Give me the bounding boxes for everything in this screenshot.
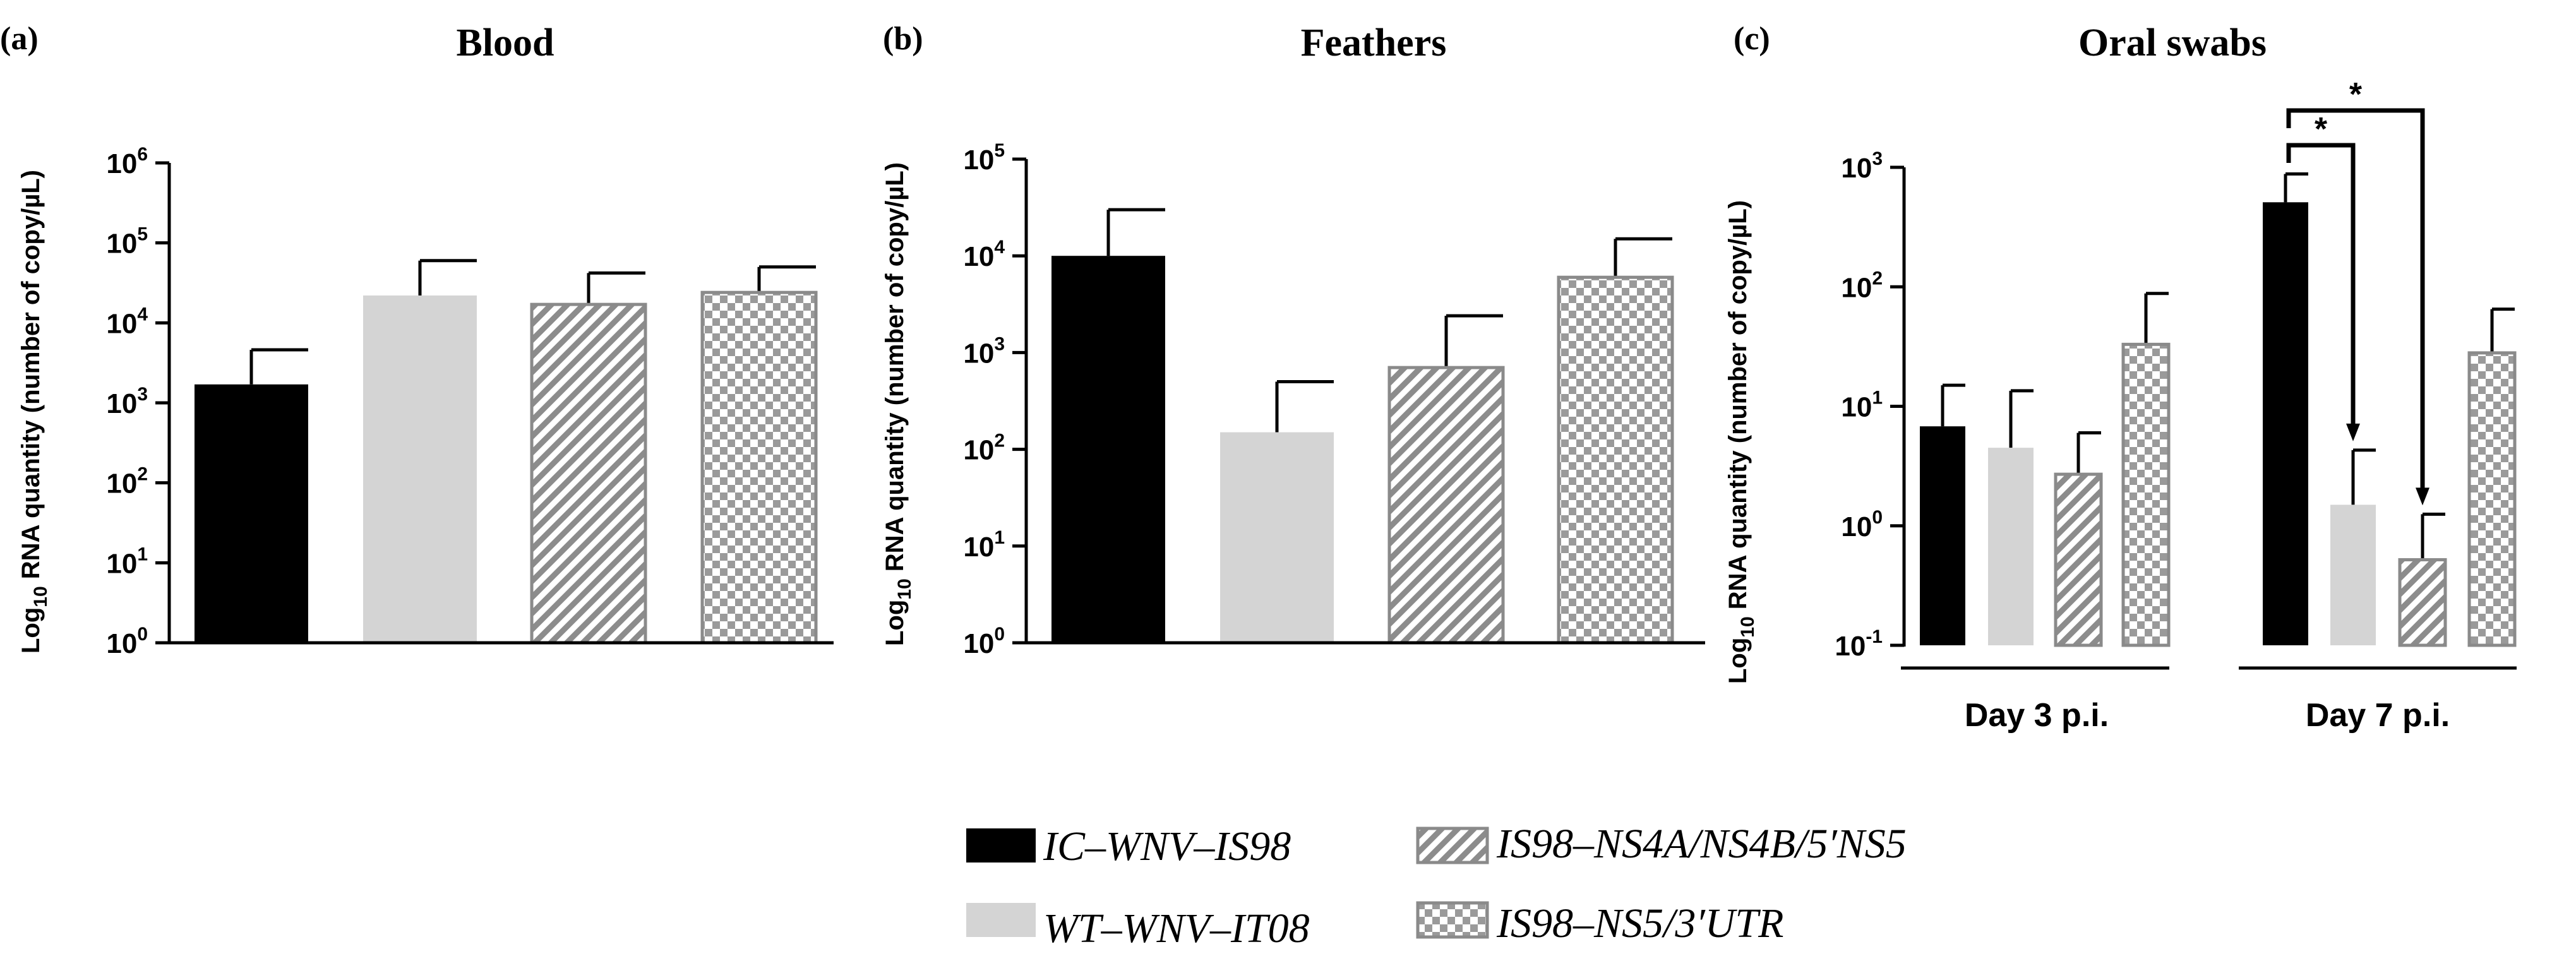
bar xyxy=(1920,426,1965,645)
bar xyxy=(1220,432,1334,643)
y-axis-ticks: 100 101 102 103 104 105 106 xyxy=(106,144,169,659)
legend-item: IS98–NS5/3′UTR xyxy=(1416,900,1783,946)
y-tick-label: 100 xyxy=(963,624,1005,659)
y-tick-label: 104 xyxy=(106,304,148,339)
panel-oral-swabs: (c) Oral swabs Log10 RNA quantity (numbe… xyxy=(1724,21,2517,734)
legend-label: IS98–NS4A/NS4B/5′NS5 xyxy=(1496,821,1907,867)
y-tick-label: 102 xyxy=(963,431,1005,466)
panel-feathers: (b) Feathers Log10 RNA quantity (number … xyxy=(881,21,1705,659)
legend-item: IC–WNV–IS98 xyxy=(966,823,1291,869)
significance-arrow xyxy=(2346,423,2360,441)
bar xyxy=(363,295,477,643)
panel-letter: (c) xyxy=(1734,21,1770,57)
panel-letter: (a) xyxy=(0,21,39,57)
bar xyxy=(1557,275,1674,645)
legend-item: IS98–NS4A/NS4B/5′NS5 xyxy=(1416,821,1907,867)
y-tick-label: 104 xyxy=(963,237,1005,272)
legend-swatch xyxy=(1416,827,1489,864)
legend-swatch xyxy=(1416,901,1489,939)
y-tick-label: 10-1 xyxy=(1835,626,1883,662)
legend-label: IC–WNV–IS98 xyxy=(1043,823,1291,869)
legend-label: WT–WNV–IT08 xyxy=(1043,905,1310,952)
y-tick-label: 103 xyxy=(106,384,148,419)
bar xyxy=(2398,558,2447,647)
bar xyxy=(1051,256,1165,643)
y-tick-label: 102 xyxy=(106,464,148,499)
bar xyxy=(530,302,647,645)
panel-title: Blood xyxy=(456,21,554,64)
bars xyxy=(1051,208,1674,645)
significance-bracket xyxy=(2286,143,2356,434)
y-tick-label: 100 xyxy=(106,624,148,659)
group-label: Day 7 p.i. xyxy=(2306,697,2450,734)
bar xyxy=(2263,202,2308,645)
panel-letter: (b) xyxy=(883,21,923,57)
bar xyxy=(195,384,308,643)
y-tick-label: 101 xyxy=(1841,388,1883,423)
significance-arrow xyxy=(2416,487,2429,506)
significance-brackets: ** xyxy=(2286,76,2429,506)
y-tick-label: 103 xyxy=(1841,148,1883,184)
y-tick-label: 105 xyxy=(963,140,1005,176)
y-tick-label: 106 xyxy=(106,144,148,179)
y-tick-label: 102 xyxy=(1841,268,1883,303)
bar xyxy=(2121,342,2171,647)
y-axis-label: Log10 RNA quantity (number of copy/µL) xyxy=(17,170,51,654)
y-axis-label: Log10 RNA quantity (number of copy/µL) xyxy=(1724,200,1758,684)
bars xyxy=(195,259,818,645)
group-label: Day 3 p.i. xyxy=(1965,697,2109,734)
bar xyxy=(2467,351,2517,647)
bar xyxy=(1387,366,1505,645)
bar xyxy=(2054,472,2103,647)
legend-swatch xyxy=(966,828,1036,863)
y-tick-label: 105 xyxy=(106,224,148,260)
y-tick-label: 101 xyxy=(963,527,1005,563)
significance-star: * xyxy=(2315,111,2328,148)
bar xyxy=(1988,448,2034,645)
bar xyxy=(700,290,818,645)
y-axis-label: Log10 RNA quantity (number of copy/µL) xyxy=(881,162,915,646)
legend: IC–WNV–IS98 WT–WNV–IT08 IS98–NS4A/NS4B/5… xyxy=(966,821,1907,952)
bars xyxy=(1920,172,2517,647)
y-axis-ticks: 100 101 102 103 104 105 xyxy=(963,140,1026,659)
legend-swatch xyxy=(966,903,1036,937)
y-axis-ticks: 10-1 100 101 102 103 xyxy=(1835,148,1904,662)
y-tick-label: 103 xyxy=(963,333,1005,369)
panel-title: Oral swabs xyxy=(2078,21,2267,64)
legend-label: IS98–NS5/3′UTR xyxy=(1496,900,1783,946)
panel-title: Feathers xyxy=(1301,21,1447,64)
group-labels: Day 3 p.i. Day 7 p.i. xyxy=(1901,666,2517,734)
y-tick-label: 100 xyxy=(1841,507,1883,542)
significance-star: * xyxy=(2349,76,2363,113)
panel-blood: (a) Blood Log10 RNA quantity (number of … xyxy=(0,21,834,659)
legend-item: WT–WNV–IT08 xyxy=(966,903,1310,952)
y-tick-label: 101 xyxy=(106,544,148,579)
bar xyxy=(2330,504,2376,645)
significance-bracket xyxy=(2286,108,2425,499)
